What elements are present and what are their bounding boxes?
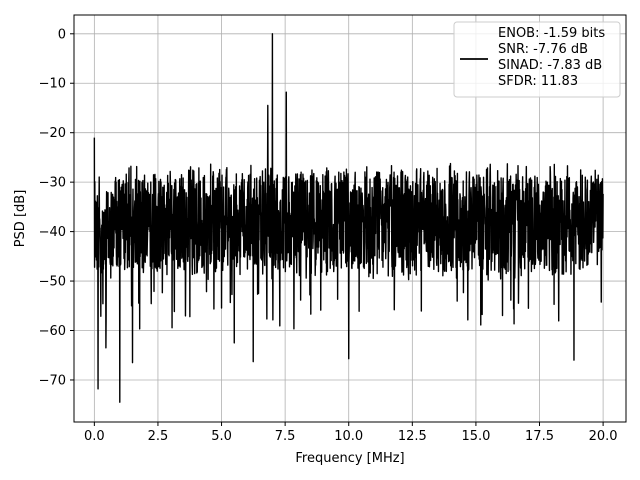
legend-entry: ENOB: -1.59 bits [498, 26, 605, 41]
y-tick-label: −30 [39, 176, 66, 191]
y-axis-label: PSD [dB] [13, 190, 28, 248]
y-tick-label: −70 [39, 373, 66, 388]
legend-entry: SINAD: -7.83 dB [498, 58, 602, 73]
y-tick-label: −20 [39, 126, 66, 141]
x-tick-label: 0.0 [84, 429, 105, 444]
y-tick-label: −10 [39, 77, 66, 92]
x-tick-label: 20.0 [589, 429, 618, 444]
axes-frame [73, 14, 627, 423]
x-tick-label: 17.5 [525, 429, 554, 444]
legend-entry: SFDR: 11.83 [498, 74, 578, 89]
plot-area [93, 33, 604, 403]
psd-line [93, 33, 604, 403]
y-tick-label: −50 [39, 275, 66, 290]
x-tick-label: 10.0 [334, 429, 363, 444]
x-axis-label: Frequency [MHz] [295, 451, 404, 466]
legend-entry: SNR: -7.76 dB [498, 42, 588, 57]
x-tick-label: 7.5 [275, 429, 296, 444]
x-tick-label: 2.5 [148, 429, 169, 444]
y-tick-label: −60 [39, 324, 66, 339]
x-tick-label: 12.5 [398, 429, 427, 444]
x-tick-label: 15.0 [461, 429, 490, 444]
x-tick-label: 5.0 [211, 429, 232, 444]
y-tick-label: 0 [58, 27, 66, 42]
y-tick-label: −40 [39, 225, 66, 240]
legend-box [453, 21, 621, 98]
ticks: 0.0 2.5 5.0 7.5 10.0 12.5 15.0 17.5 20.0 0 −10 −20 −… [39, 27, 618, 444]
